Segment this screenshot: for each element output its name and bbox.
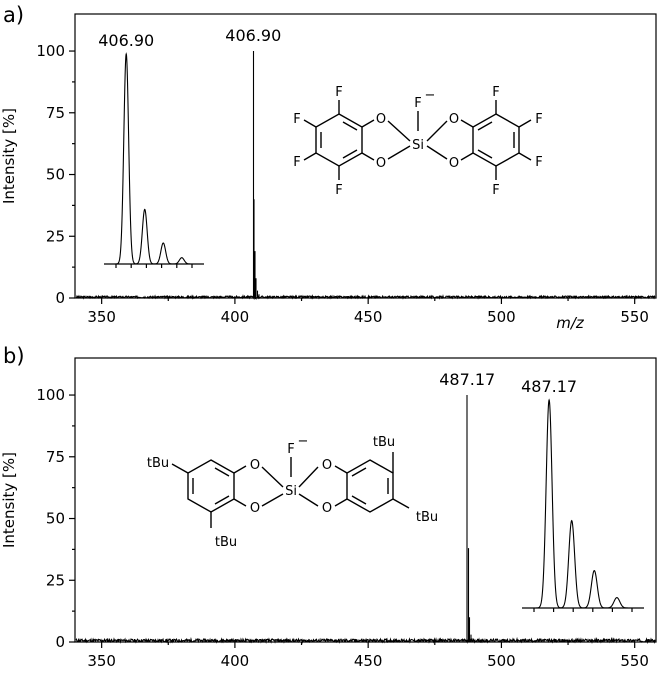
inset-peak-label-a: 406.90 [98,31,154,50]
x-tick-label: 350 [87,652,116,670]
atom-f-axial-a: F [414,96,421,111]
anion-charge-a: − [425,88,436,103]
y-tick-label: 0 [55,633,65,651]
atom-o2-a: O [376,156,386,171]
inset-b: 487.17 [521,377,644,612]
inset-spectrum-b [522,398,644,609]
y-tick-label: 50 [46,166,65,184]
peak-label-a: 406.90 [225,26,281,45]
y-tick-label: 100 [36,42,65,60]
panel-label-a: a) [3,3,24,27]
ring-left-a [315,113,363,167]
ring-right-a-double-bonds [477,121,515,159]
y-tick-label: 25 [46,227,65,245]
inset-peak-label-b: 487.17 [521,377,577,396]
x-tick-label: 500 [487,652,516,670]
atom-f3-a: F [293,155,300,170]
spectrum-line-b [75,395,656,645]
y-axis-title-b: Intensity [%] [0,452,18,548]
y-axis-title-a: Intensity [%] [0,108,18,204]
atom-o3-a: O [449,112,459,127]
x-tick-label: 500 [487,308,516,326]
molecule-structure-b: tBu O O Si F − O O tBu tBu tBu [147,434,438,550]
tbu-group-2-b: tBu [373,435,395,450]
anion-charge-b: − [298,434,309,449]
ring-left-b [187,459,235,513]
atom-f8-a: F [492,183,499,198]
x-tick-label: 350 [87,308,116,326]
si-o-bonds-b [261,466,319,507]
atom-si-a: Si [412,138,424,153]
atom-o4-a: O [449,156,459,171]
atom-si-b: Si [285,484,297,499]
x-tick-label: 400 [221,652,250,670]
tbu-bonds-b [171,452,410,528]
inset-axis-b [522,607,644,612]
tbu-group-3-b: tBu [416,510,438,525]
y-tick-label: 75 [46,104,65,122]
x-tick-label: 450 [354,308,383,326]
plot-frame-a [74,13,657,299]
inset-spectrum-a [104,52,204,265]
atom-o3-b: O [322,458,332,473]
atom-o1-a: O [376,112,386,127]
atom-o1-b: O [250,458,260,473]
inset-axis-a [104,263,204,268]
axis-ticks-a: 350 400 450 500 550 0 25 50 75 100 [36,42,649,326]
x-tick-label: 450 [354,652,383,670]
tbu-group-4-b: tBu [215,535,237,550]
molecule-structure-a: F F F F O O Si F − O O F F F F [293,85,542,198]
plot-frame-b [74,357,657,643]
atom-o4-b: O [322,501,332,516]
ring-left-b-double-bonds [192,467,230,505]
tbu-group-1-b: tBu [147,456,169,471]
ring-right-b-double-bonds [351,467,389,505]
atom-f5-a: F [492,85,499,100]
y-tick-label: 25 [46,571,65,589]
x-tick-label: 550 [620,308,649,326]
f-bonds-left-a [303,100,340,180]
peak-label-b: 487.17 [439,370,495,389]
x-tick-label: 550 [620,652,649,670]
axis-ticks-b: 350 400 450 500 550 0 25 50 75 100 [36,386,649,670]
inset-a: 406.90 [98,31,204,268]
si-o-bonds-a [387,120,448,160]
atom-f-axial-b: F [287,442,294,457]
y-tick-label: 75 [46,448,65,466]
x-axis-title-a: m/z [556,314,585,332]
atom-f4-a: F [335,183,342,198]
ring-right-b [346,459,394,513]
atom-f6-a: F [535,112,542,127]
ring-right-a [472,113,520,167]
y-tick-label: 50 [46,510,65,528]
spectrum-line-a [75,51,656,301]
f-bonds-right-a [495,100,532,180]
y-tick-label: 0 [55,289,65,307]
ring-left-a-double-bonds [320,121,358,159]
y-tick-label: 100 [36,386,65,404]
atom-f1-a: F [335,85,342,100]
atom-o2-b: O [250,501,260,516]
atom-f7-a: F [535,155,542,170]
atom-f2-a: F [293,112,300,127]
o-bonds-a [361,119,474,161]
panel-label-b: b) [3,344,25,368]
o-bonds-b [233,465,348,507]
x-tick-label: 400 [221,308,250,326]
